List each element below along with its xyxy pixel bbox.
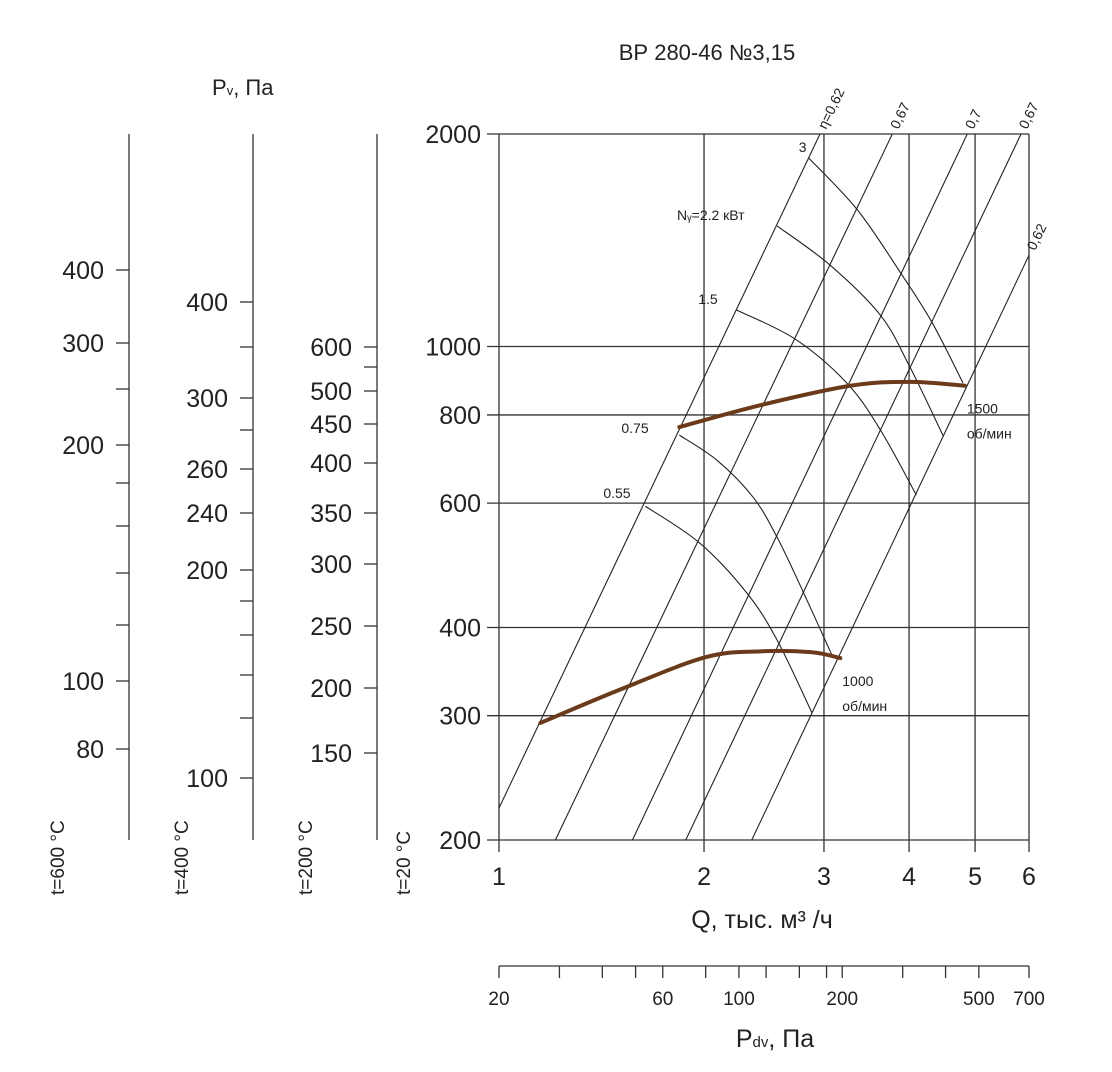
y-tick-label: 800 <box>439 402 481 430</box>
power-curve <box>645 505 813 713</box>
efficiency-label: η=0,62 <box>814 85 847 131</box>
power-curve <box>679 434 833 655</box>
power-label: 0.55 <box>603 485 630 501</box>
temperature-scale-label: 80 <box>76 736 104 764</box>
pdv-tick-label: 60 <box>652 989 673 1010</box>
y-label-rest: , Па <box>233 75 274 100</box>
efficiency-label: 0,67 <box>1015 100 1041 132</box>
pdv-label-base: P <box>736 1025 753 1053</box>
y-label-sub: v <box>227 83 234 98</box>
power-label: Nᵧ=2.2 кВт <box>677 207 745 223</box>
y-label-base: P <box>212 75 227 100</box>
efficiency-line <box>498 133 821 809</box>
y-tick-label: 200 <box>439 827 481 855</box>
x-tick-label: 6 <box>1022 863 1036 891</box>
efficiency-line <box>631 133 968 841</box>
pdv-tick-label: 500 <box>963 989 995 1010</box>
y-tick-label: 1000 <box>425 334 481 362</box>
efficiency-label: 0,62 <box>1023 221 1049 253</box>
pdv-tick-label: 200 <box>826 989 858 1010</box>
temperature-label: t=400 °C <box>172 820 193 895</box>
rpm-curve <box>677 379 967 430</box>
temperature-scale-label: 200 <box>62 432 104 460</box>
temperature-label: t=600 °C <box>48 820 69 895</box>
rpm-unit-label: об/мин <box>842 698 887 714</box>
efficiency-label: 0,67 <box>887 100 913 132</box>
x-tick-label: 4 <box>902 863 916 891</box>
temperature-scale-label: 450 <box>310 411 352 439</box>
rpm-curve <box>538 648 843 725</box>
pdv-axis-label: Pdv, Па <box>736 1025 814 1053</box>
temperature-scale-label: 400 <box>310 450 352 478</box>
temperature-scale-label: 240 <box>186 500 228 528</box>
efficiency-label: 0,7 <box>962 107 985 132</box>
y-tick-label: 300 <box>439 703 481 731</box>
rpm-label: 1500 <box>967 401 998 417</box>
power-label: 1.5 <box>698 291 718 307</box>
x-axis-label: Q, тыс. м³ /ч <box>691 906 833 934</box>
x-tick-label: 3 <box>817 863 831 891</box>
temperature-scale-label: 300 <box>310 551 352 579</box>
temperature-label: t=20 °C <box>394 831 415 895</box>
temperature-label: t=200 °C <box>296 820 317 895</box>
temperature-scale-label: 400 <box>186 289 228 317</box>
temperature-scale-label: 100 <box>62 668 104 696</box>
temperature-scale-label: 300 <box>62 330 104 358</box>
temperature-scale-label: 250 <box>310 613 352 641</box>
rpm-unit-label: об/мин <box>967 426 1012 442</box>
power-label: 3 <box>799 139 807 155</box>
power-curve <box>776 225 944 437</box>
temperature-scale-label: 200 <box>310 675 352 703</box>
pdv-tick-label: 700 <box>1013 989 1045 1010</box>
y-tick-label: 600 <box>439 490 481 518</box>
temperature-scale-label: 200 <box>186 557 228 585</box>
y-tick-label: 400 <box>439 614 481 642</box>
pdv-tick-label: 100 <box>723 989 755 1010</box>
rpm-label: 1000 <box>842 673 873 689</box>
y-tick-label: 2000 <box>425 121 481 149</box>
temperature-scale-label: 500 <box>310 378 352 406</box>
pdv-label-rest: , Па <box>768 1025 814 1053</box>
chart-title: ВР 280-46 №3,15 <box>619 40 796 65</box>
temperature-scale-label: 150 <box>310 740 352 768</box>
efficiency-line <box>554 133 893 841</box>
temperature-scale-label: 100 <box>186 765 228 793</box>
power-curve <box>735 309 917 496</box>
power-label: 0.75 <box>621 420 648 436</box>
temperature-scale-label: 350 <box>310 500 352 528</box>
efficiency-line <box>751 254 1030 841</box>
x-tick-label: 2 <box>697 863 711 891</box>
y-axis-label: Pv, Па <box>212 75 274 100</box>
temperature-scale-label: 260 <box>186 456 228 484</box>
pdv-label-sub: dv <box>753 1034 769 1051</box>
x-tick-label: 1 <box>492 863 506 891</box>
x-tick-label: 5 <box>968 863 982 891</box>
temperature-scale-label: 600 <box>310 334 352 362</box>
pdv-tick-label: 20 <box>488 989 509 1010</box>
temperature-scale-label: 300 <box>186 385 228 413</box>
power-curve <box>808 157 964 384</box>
temperature-scale-label: 400 <box>62 257 104 285</box>
efficiency-line <box>685 133 1022 841</box>
